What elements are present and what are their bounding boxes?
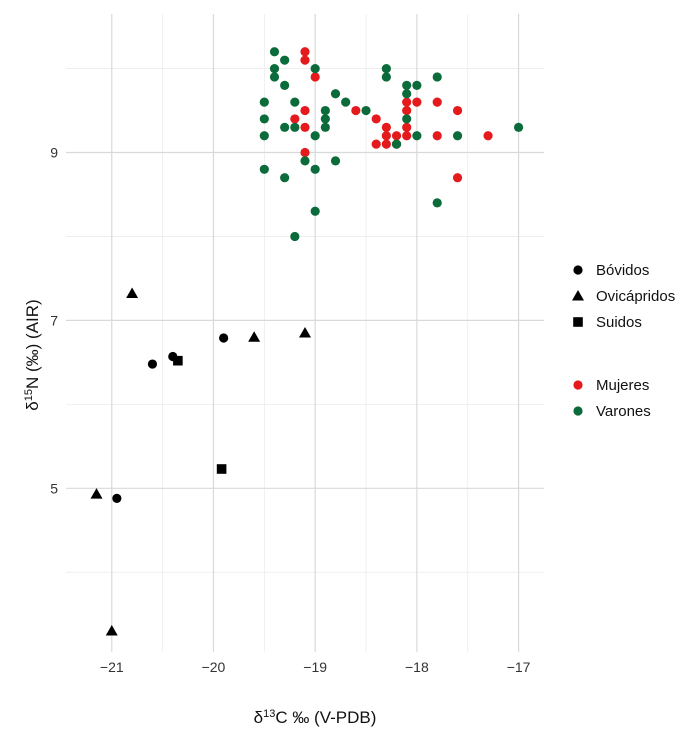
x-axis-title-sup: 13 [263, 708, 275, 720]
point-varones [269, 72, 280, 82]
point-mujeres [300, 55, 310, 65]
point-varones [280, 55, 290, 65]
point-ovicapridos [105, 625, 118, 636]
legend-key-color [573, 406, 583, 416]
point-mujeres [381, 131, 391, 141]
y-tick-label: 5 [50, 480, 58, 496]
y-tick-label: 7 [50, 312, 58, 328]
point-varones [310, 206, 320, 216]
legend-label: Suidos [596, 314, 642, 331]
point-bovidos [219, 333, 229, 343]
point-mujeres [290, 114, 300, 124]
point-ovicapridos [126, 287, 139, 299]
x-tick-label: −19 [303, 659, 327, 675]
point-mujeres [452, 173, 463, 183]
point-varones [402, 80, 412, 90]
point-mujeres [300, 122, 310, 132]
legend-label: Mujeres [596, 377, 649, 394]
point-mujeres [452, 105, 463, 116]
tick-labels: −21 −20 −19 −18 −17 5 7 9 [50, 145, 530, 675]
point-varones [290, 97, 300, 107]
point-varones [300, 156, 310, 166]
grid [66, 14, 544, 652]
point-mujeres [402, 97, 412, 107]
point-varones [412, 80, 422, 90]
point-mujeres [402, 131, 412, 141]
point-mujeres [300, 105, 310, 116]
point-varones [432, 72, 442, 82]
point-varones [269, 63, 280, 74]
x-tick-label: −20 [202, 659, 226, 675]
y-axis-title-sup: 15 [23, 389, 35, 401]
legend-label: Ovicápridos [596, 288, 675, 305]
point-varones [280, 122, 290, 132]
point-ovicapridos [90, 488, 103, 499]
point-bovidos [112, 493, 122, 503]
point-varones [320, 122, 330, 132]
point-bovidos [147, 359, 158, 369]
point-mujeres [310, 72, 320, 82]
point-varones [402, 114, 412, 124]
point-varones [310, 164, 320, 174]
point-mujeres [371, 114, 381, 124]
legend-key-color [573, 380, 583, 390]
point-ovicapridos [299, 327, 311, 338]
point-mujeres [432, 131, 442, 141]
point-varones [310, 63, 320, 74]
legend-label: Varones [596, 403, 651, 420]
point-suidos [216, 464, 227, 474]
point-varones [280, 80, 290, 90]
point-varones [341, 97, 351, 107]
point-varones [280, 173, 290, 183]
point-mujeres [402, 105, 412, 116]
point-varones [310, 131, 320, 141]
point-varones [402, 89, 412, 99]
point-mujeres [432, 97, 442, 107]
legend-label: Bóvidos [596, 262, 649, 279]
point-varones [259, 131, 269, 141]
y-axis-title: δ15N (‰) (AIR) [23, 299, 42, 410]
point-varones [513, 122, 524, 132]
point-mujeres [483, 131, 493, 141]
point-varones [269, 47, 280, 57]
point-varones [290, 122, 300, 132]
point-suidos [173, 355, 183, 366]
data-points [90, 47, 524, 636]
point-varones [259, 164, 269, 174]
point-varones [320, 105, 330, 116]
point-varones [320, 114, 330, 124]
point-mujeres [381, 139, 391, 149]
point-varones [452, 131, 463, 141]
x-tick-label: −18 [405, 659, 429, 675]
point-ovicapridos [248, 331, 261, 342]
legend-key-square [573, 317, 583, 327]
point-varones [290, 231, 300, 242]
point-mujeres [371, 139, 381, 149]
point-varones [381, 63, 391, 74]
point-varones [432, 198, 442, 208]
point-varones [412, 131, 422, 141]
point-mujeres [300, 147, 310, 158]
legend-key-triangle [572, 290, 584, 301]
point-mujeres [402, 122, 412, 132]
point-varones [361, 105, 371, 116]
point-varones [330, 156, 341, 166]
x-axis-title: δ13C ‰ (V-PDB) [254, 708, 377, 727]
x-tick-label: −17 [507, 659, 531, 675]
point-mujeres [351, 105, 361, 116]
legend-key-circle [573, 265, 583, 275]
point-varones [259, 114, 269, 124]
point-varones [381, 72, 391, 82]
x-tick-label: −21 [100, 659, 124, 675]
y-tick-label: 9 [50, 145, 58, 161]
point-mujeres [412, 97, 422, 107]
point-varones [259, 97, 269, 107]
point-mujeres [391, 131, 402, 141]
point-mujeres [300, 47, 310, 57]
point-varones [391, 139, 402, 149]
point-mujeres [381, 122, 391, 132]
point-varones [330, 89, 341, 99]
legend: Bóvidos Ovicápridos Suidos Mujeres Varones [572, 262, 675, 420]
